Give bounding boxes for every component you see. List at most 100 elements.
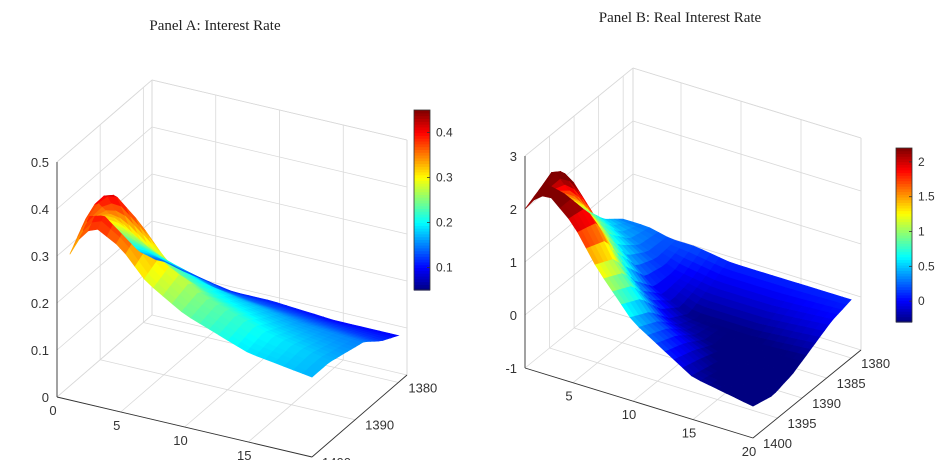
panel-a-x-tick-label: 5 (113, 418, 120, 433)
panel-a-colorbar-cell (414, 163, 430, 167)
panel-b-colorbar-cell (896, 305, 912, 310)
panel-a-colorbar-cell (414, 126, 430, 131)
panel-a-colorbar-cell (414, 239, 430, 243)
panel-b-colorbar-cell (896, 207, 912, 212)
panel-b-y-tick-label: 1380 (861, 356, 890, 371)
panel-b-x-tick-label: 5 (565, 389, 572, 404)
panel-a-colorbar-cell (414, 230, 430, 235)
panel-b-colorbar-cell (896, 191, 912, 195)
panel-a-title: Panel A: Interest Rate (149, 18, 281, 34)
panel-a-z-tick-label: 0.3 (31, 249, 49, 264)
panel-a-colorbar-cell (414, 287, 430, 291)
panel-a-colorbar-cell (414, 194, 430, 198)
panel-b-colorbar-cell (896, 267, 912, 271)
panel-a-colorbar-cell (414, 208, 430, 212)
panel-b-x-tick-label: 15 (682, 426, 696, 441)
panel-b-colorbar-cell (896, 183, 912, 187)
panel-a-colorbar-cell (414, 216, 430, 221)
panel-a-colorbar-cell (414, 214, 430, 218)
panel-a-colorbar-cell (414, 233, 430, 238)
panel-a-surface (69, 194, 400, 378)
panel-b-colorbar: 0 0.5 1 1.5 2 (895, 147, 935, 323)
panel-b-colorbar-cell (896, 270, 912, 274)
panel-b-colorbar-cell (896, 226, 912, 231)
panel-a-colorbar-cell (414, 261, 430, 266)
panel-a-colorbar-cell (414, 205, 430, 210)
panel-a-colorbar-cell (414, 253, 430, 257)
panel-b-colorbar-cell (896, 213, 912, 217)
panel-b-colorbar-cell (896, 172, 912, 176)
panel-b-colorbar-cell (896, 292, 912, 296)
panel-a-colorbar-cell (414, 183, 430, 187)
panel-b-colorbar-cell (896, 240, 912, 244)
panel-b-colorbar-cell (896, 156, 912, 160)
panel-a-colorbar-cell (414, 112, 430, 117)
panel-b-colorbar-cell (896, 218, 912, 223)
panel-a-colorbar-cell (414, 225, 430, 229)
panel-b-colorbar-cell (896, 243, 912, 247)
panel-a-colorbar-cell (414, 275, 430, 280)
panel-a-z-tick-label: 0.2 (31, 296, 49, 311)
panel-b-colorbar-cell (896, 224, 912, 228)
panel-a-colorbar-cell (414, 236, 430, 240)
panel-a-colorbar-cell (414, 174, 430, 179)
panel-a-y-tick-label: 1380 (408, 380, 437, 395)
panel-a-colorbar-cell (414, 188, 430, 193)
panel-b: Panel B: Real Interest Rate 510152013801… (505, 10, 935, 459)
panel-a-colorbar-cell (414, 267, 430, 271)
panel-b-colorbar-cell (896, 262, 912, 266)
panel-a-colorbar-tick-label: 0.3 (436, 171, 453, 185)
panel-a-colorbar-cell (414, 245, 430, 249)
panel-a-colorbar-cell (414, 135, 430, 139)
panel-a-x-tick-label: 15 (237, 448, 251, 460)
panel-a-colorbar-cell (414, 121, 430, 125)
panel-a-colorbar-cell (414, 118, 430, 122)
panel-b-colorbar-cell (896, 245, 912, 250)
panel-b-colorbar-cell (896, 251, 912, 255)
panel-a-colorbar-cell (414, 211, 430, 215)
panel-a-colorbar-cell (414, 143, 430, 148)
panel-b-colorbar-cell (896, 235, 912, 239)
panel-b-colorbar-cell (896, 256, 912, 261)
panel-b-z-tick-label: 1 (510, 255, 517, 270)
panel-a-surface-patch (383, 332, 400, 338)
panel-b-colorbar-cell (896, 164, 912, 168)
panel-b-colorbar-cell (896, 175, 912, 179)
panel-b-colorbar-cell (896, 264, 912, 269)
panel-a-colorbar-cell (414, 278, 430, 283)
panel-a-colorbar-cell (414, 171, 430, 176)
panel-b-colorbar-cell (896, 186, 912, 190)
panel-b-colorbar-cell (896, 302, 912, 307)
panel-b-colorbar-cell (896, 294, 912, 299)
panel-b-colorbar-tick-label: 1.5 (918, 190, 935, 204)
panel-b-x-tick-label: 10 (622, 407, 636, 422)
panel-a-colorbar-cell (414, 222, 430, 226)
panel-b-colorbar-tick-label: 2 (918, 155, 925, 169)
panel-b-colorbar-cell (896, 278, 912, 282)
panel-b-colorbar-cell (896, 169, 912, 174)
panel-b-colorbar-cell (896, 199, 912, 203)
panel-a-x-tick-label: 0 (49, 403, 56, 418)
panel-a-colorbar-cell (414, 129, 430, 134)
panel-a-colorbar-cell (414, 115, 430, 120)
panel-b-colorbar-cell (896, 161, 912, 165)
panel-a-colorbar-cell (414, 166, 430, 170)
panel-b-colorbar-cell (896, 229, 912, 233)
panel-a-colorbar-cell (414, 284, 430, 288)
panel-a-colorbar-cell (414, 197, 430, 201)
panel-a-colorbar-cell (414, 270, 430, 274)
panel-b-colorbar-cell (896, 196, 912, 201)
panel-a-colorbar-cell (414, 146, 430, 150)
panel-b-colorbar-cell (896, 177, 912, 182)
panel-b-z-tick-label: 0 (510, 308, 517, 323)
panel-b-colorbar-cell (896, 297, 912, 301)
panel-a-colorbar-cell (414, 180, 430, 184)
panel-b-y-tick-label: 1385 (837, 376, 866, 391)
panel-b-colorbar-cell (896, 194, 912, 198)
panel-a-colorbar-cell (414, 228, 430, 232)
panel-b-colorbar-cell (896, 188, 912, 193)
panel-a-colorbar-cell (414, 185, 430, 190)
panel-a-colorbar-cell (414, 259, 430, 263)
panel-b-colorbar-cell (896, 316, 912, 320)
panel-b-colorbar-cell (896, 153, 912, 157)
